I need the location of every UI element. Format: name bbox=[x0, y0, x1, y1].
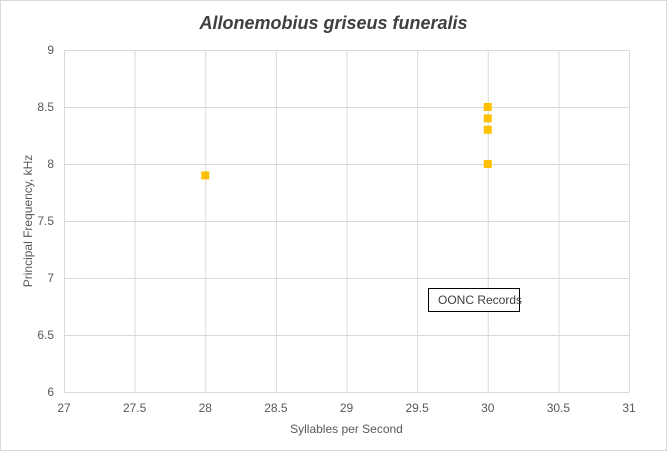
data-points bbox=[201, 103, 492, 180]
x-tick-label: 27 bbox=[57, 401, 71, 415]
y-tick-label: 7 bbox=[47, 271, 54, 285]
legend-label: OONC Records bbox=[438, 293, 523, 307]
x-tick-label: 31 bbox=[622, 401, 636, 415]
x-tick-label: 30 bbox=[481, 401, 495, 415]
y-tick-label: 8.5 bbox=[37, 100, 54, 114]
y-tick-label: 8 bbox=[47, 157, 54, 171]
legend: OONC Records bbox=[428, 288, 523, 312]
x-tick-label: 29 bbox=[340, 401, 354, 415]
data-point bbox=[483, 125, 492, 134]
y-tick-label: 6.5 bbox=[37, 328, 54, 342]
chart-title: Allonemobius griseus funeralis bbox=[199, 13, 468, 33]
data-point bbox=[201, 171, 210, 180]
data-point bbox=[483, 114, 492, 123]
x-tick-label: 28 bbox=[199, 401, 213, 415]
data-point bbox=[483, 103, 492, 111]
tick-labels: 27 27.5 28 28.5 29 29.5 30 30.5 31 6 6.5 7 7.5 8 8.5 9 bbox=[37, 43, 636, 415]
y-axis-title: Principal Frequency, kHz bbox=[21, 155, 35, 288]
y-tick-label: 6 bbox=[47, 385, 54, 399]
x-axis-title: Syllables per Second bbox=[290, 422, 403, 436]
x-tick-label: 30.5 bbox=[547, 401, 571, 415]
x-tick-label: 27.5 bbox=[123, 401, 147, 415]
y-tick-label: 7.5 bbox=[37, 214, 54, 228]
data-point bbox=[483, 160, 492, 168]
x-tick-label: 29.5 bbox=[405, 401, 429, 415]
x-tick-label: 28.5 bbox=[264, 401, 288, 415]
grid-lines bbox=[64, 50, 630, 393]
y-tick-label: 9 bbox=[47, 43, 54, 57]
